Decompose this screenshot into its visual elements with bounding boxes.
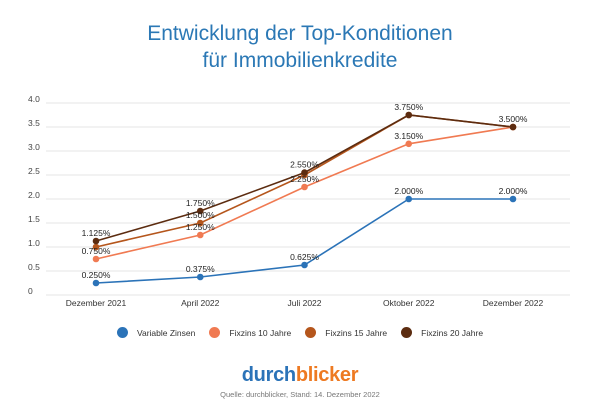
data-point [509,195,517,203]
x-tick-label: April 2022 [181,298,220,308]
legend-marker-icon [305,327,317,338]
data-label: 0.625% [290,252,319,262]
series-line [95,126,514,260]
legend-marker-icon [209,327,221,338]
data-label: 3.750% [394,102,423,112]
legend-label: Fixzins 20 Jahre [421,327,484,338]
y-tick-label: 4.0 [28,94,40,104]
legend-label: Fixzins 10 Jahre [229,327,292,338]
data-label: 1.500% [186,210,215,220]
data-label: 3.500% [499,114,528,124]
data-label: 0.250% [82,270,111,280]
line-chart: 0 0.5 1.0 1.5 2.0 2.5 3.0 3.5 4.0 Dezember 2021 Ap… [28,94,570,308]
data-label: 3.150% [394,131,423,141]
legend-marker-icon [401,327,413,338]
y-tick-label: 3.5 [28,118,40,128]
legend-label: Fixzins 15 Jahre [325,327,388,338]
data-label: 0.375% [186,264,215,274]
x-tick-label: Dezember 2022 [483,298,544,308]
series-line [95,198,513,284]
y-tick-label: 3.0 [28,142,40,152]
legend-item: Fixzins 10 Jahre [209,327,291,338]
legend-label: Variable Zinsen [136,327,196,338]
data-point [405,195,413,203]
data-label: 1.125% [82,228,111,238]
y-tick-label: 0 [28,286,33,296]
data-point [92,255,100,263]
data-point [509,123,517,131]
y-tick-label: 1.5 [28,214,40,224]
y-tick-label: 1.0 [28,238,40,248]
x-tick-label: Oktober 2022 [383,298,435,308]
data-point [405,111,413,119]
data-label: 2.250% [290,174,319,184]
data-point [196,231,204,239]
title-line-2: für Immobilienkredite [202,49,398,72]
title-line-1: Entwicklung der Top-Konditionen [147,22,453,45]
data-point [301,261,308,269]
data-point [405,140,413,148]
data-point [196,219,204,227]
x-tick-label: Dezember 2021 [66,298,127,308]
logo: durchblicker [241,364,359,386]
data-label: 1.750% [186,198,215,208]
x-tick-label: Juli 2022 [287,298,321,308]
data-label: 0.750% [82,246,111,256]
source-note: Quelle: durchblicker, Stand: 14. Dezembe… [220,390,380,399]
data-label: 2.000% [499,186,528,196]
y-tick-label: 0.5 [28,262,40,272]
chart-title: Entwicklung der Top-Konditionen für Immo… [0,20,600,74]
legend-item: Variable Zinsen [116,327,196,338]
data-point [301,183,308,191]
data-point [92,243,100,251]
data-point [92,279,100,287]
y-tick-label: 2.5 [28,166,40,176]
legend-item: Fixzins 20 Jahre [401,327,483,338]
y-tick-label: 2.0 [28,190,40,200]
data-label: 2.550% [290,160,319,170]
data-point [301,169,308,176]
legend-item: Fixzins 15 Jahre [305,327,387,338]
data-label: 1.250% [186,222,215,232]
data-point [92,237,100,245]
legend-marker-icon [116,327,128,338]
data-label: 2.000% [394,186,423,196]
data-point [196,273,204,281]
data-point [196,207,204,215]
legend: Variable Zinsen Fixzins 10 Jahre Fixzins 1… [0,327,600,338]
